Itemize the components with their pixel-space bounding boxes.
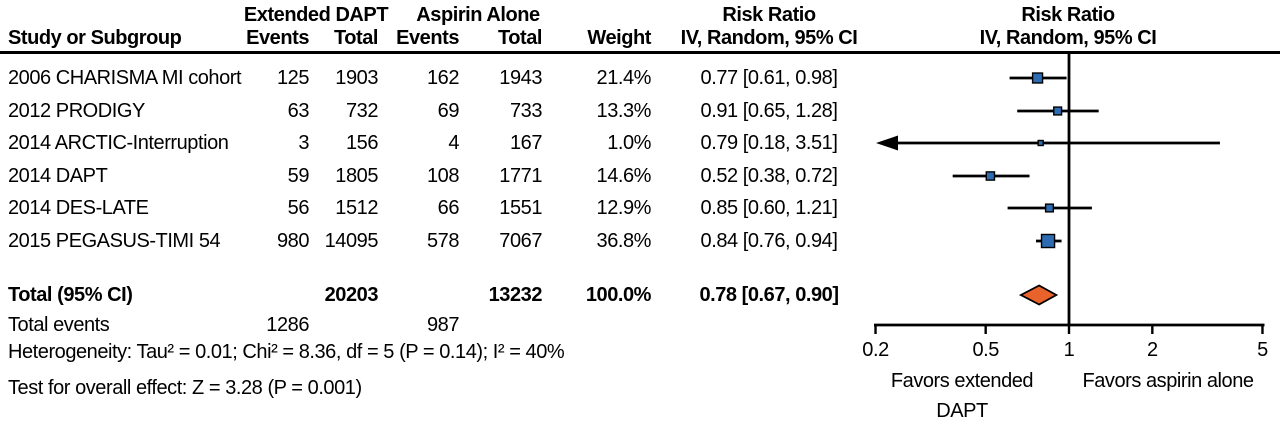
events-dapt-value: 59	[287, 165, 310, 187]
risk-ratio-ci-value: 0.77 [0.61, 0.98]	[700, 67, 838, 89]
total-dapt-value: 732	[345, 100, 378, 122]
total-dapt-value: 1805	[335, 165, 378, 187]
study-name: 2012 PRODIGY	[8, 100, 145, 122]
study-name: 2006 CHARISMA MI cohort	[8, 67, 242, 89]
header-divider-rule	[0, 51, 1280, 54]
weight-value: 1.0%	[607, 132, 651, 154]
events-aspirin-value: 578	[426, 230, 459, 252]
total-aspirin-value: 7067	[499, 230, 542, 252]
axis-tick-label: 0.5	[972, 339, 999, 361]
total-aspirin-value: 13232	[488, 284, 543, 306]
weight-value: 36.8%	[596, 230, 652, 252]
weight-value: 21.4%	[596, 67, 652, 89]
total-risk-ratio-value: 0.78 [0.67, 0.90]	[699, 284, 839, 306]
ci-arrow-left	[876, 135, 898, 151]
effect-size-square	[985, 171, 996, 181]
total-aspirin-value: 733	[509, 100, 542, 122]
column-group-aspirin-alone: Aspirin Alone	[416, 4, 540, 26]
total-dapt-value: 1512	[335, 197, 378, 219]
events-aspirin-value: 4	[448, 132, 459, 154]
column-group-extended-dapt: Extended DAPT	[243, 4, 389, 26]
study-name: 2015 PEGASUS-TIMI 54	[8, 230, 221, 252]
study-column-header: Study or Subgroup	[8, 27, 182, 49]
total-dapt-value: 20203	[324, 284, 379, 306]
events-aspirin-value: 69	[437, 100, 460, 122]
events-dapt-value: 56	[287, 197, 310, 219]
method-header-plot-column: IV, Random, 95% CI	[979, 27, 1157, 49]
heterogeneity-statistics: Heterogeneity: Tau² = 0.01; Chi² = 8.36,…	[8, 341, 565, 363]
risk-ratio-ci-value: 0.52 [0.38, 0.72]	[700, 165, 838, 187]
total-row-label: Total (95% CI)	[8, 284, 133, 306]
events-aspirin-value: 108	[426, 165, 459, 187]
events-aspirin-column-header: Events	[396, 27, 459, 49]
pooled-effect-diamond	[1018, 284, 1059, 306]
total-events-dapt-value: 1286	[266, 314, 309, 336]
events-aspirin-value: 162	[426, 67, 459, 89]
favors-left-label-line1: Favors extended	[890, 370, 1034, 392]
weight-value: 13.3%	[596, 100, 652, 122]
effect-size-square	[1044, 203, 1055, 213]
axis-tick-label: 2	[1146, 339, 1158, 361]
total-events-aspirin-value: 987	[426, 314, 459, 336]
total-dapt-value: 156	[345, 132, 378, 154]
total-aspirin-value: 1771	[499, 165, 542, 187]
favors-left-label-line2: DAPT	[936, 400, 988, 422]
study-name: 2014 DES-LATE	[8, 197, 149, 219]
study-name: 2014 ARCTIC-Interruption	[8, 132, 229, 154]
overall-effect-test: Test for overall effect: Z = 3.28 (P = 0…	[8, 377, 362, 399]
risk-ratio-ci-value: 0.79 [0.18, 3.51]	[700, 132, 838, 154]
risk-ratio-ci-value: 0.91 [0.65, 1.28]	[700, 100, 838, 122]
total-events-label: Total events	[8, 314, 110, 336]
axis-tick-label: 1	[1063, 339, 1075, 361]
risk-ratio-header-plot-column: Risk Ratio	[1021, 4, 1115, 26]
events-dapt-value: 3	[298, 132, 309, 154]
total-dapt-value: 1903	[335, 67, 378, 89]
study-name: 2014 DAPT	[8, 165, 108, 187]
risk-ratio-ci-value: 0.84 [0.76, 0.94]	[700, 230, 838, 252]
total-aspirin-column-header: Total	[497, 27, 542, 49]
method-header-text-column: IV, Random, 95% CI	[680, 27, 858, 49]
weight-column-header: Weight	[587, 27, 651, 49]
total-dapt-value: 14095	[324, 230, 379, 252]
weight-value: 14.6%	[596, 165, 652, 187]
total-dapt-column-header: Total	[333, 27, 378, 49]
events-dapt-value: 980	[276, 230, 309, 252]
events-dapt-value: 125	[276, 67, 309, 89]
events-aspirin-value: 66	[437, 197, 460, 219]
effect-size-square	[1040, 233, 1056, 249]
total-aspirin-value: 1551	[499, 197, 542, 219]
effect-size-square	[1031, 72, 1044, 84]
axis-tick-label: 0.2	[862, 339, 889, 361]
weight-value: 12.9%	[596, 197, 652, 219]
total-weight-value: 100.0%	[585, 284, 652, 306]
effect-size-square	[1053, 106, 1063, 116]
favors-right-label: Favors aspirin alone	[1082, 370, 1254, 392]
events-dapt-column-header: Events	[246, 27, 309, 49]
total-aspirin-value: 167	[509, 132, 542, 154]
risk-ratio-header-text-column: Risk Ratio	[722, 4, 816, 26]
axis-tick-label: 5	[1257, 339, 1268, 361]
effect-size-square	[1037, 139, 1044, 147]
risk-ratio-ci-value: 0.85 [0.60, 1.21]	[700, 197, 838, 219]
total-aspirin-value: 1943	[499, 67, 542, 89]
events-dapt-value: 63	[287, 100, 310, 122]
